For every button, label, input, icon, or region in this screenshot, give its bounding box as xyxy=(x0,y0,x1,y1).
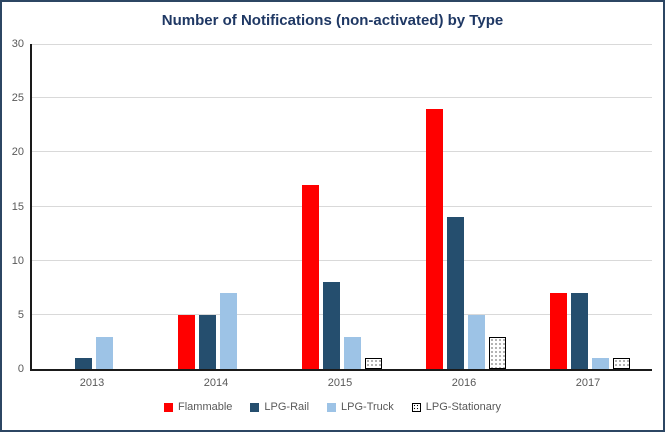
bar-lpg-rail-2013 xyxy=(75,358,92,369)
legend-label-lpg-rail: LPG-Rail xyxy=(264,401,310,413)
y-tick-label-5: 5 xyxy=(17,308,24,321)
bar-lpg-stationary-2015 xyxy=(365,358,382,369)
bar-group-2013 xyxy=(32,44,156,369)
legend-item-lpg-rail: LPG-Rail xyxy=(250,401,309,413)
gridline-25 xyxy=(32,97,652,99)
gridline-5 xyxy=(32,313,652,315)
bar-lpg-truck-2017 xyxy=(592,358,609,369)
legend-item-flammable: Flammable xyxy=(164,401,232,413)
bar-flammable-2017 xyxy=(550,293,567,369)
gridline-20 xyxy=(32,151,652,153)
gridline-15 xyxy=(32,205,652,207)
legend-marker-flammable xyxy=(164,402,173,412)
x-tick-label-2013: 2013 xyxy=(79,377,105,389)
y-tick-label-25: 25 xyxy=(11,92,24,105)
legend-label-lpg-stationary: LPG-Stationary xyxy=(425,401,501,413)
bar-lpg-truck-2013 xyxy=(96,336,113,369)
legend-item-lpg-truck: LPG-Truck xyxy=(327,401,394,413)
y-tick-label-0: 0 xyxy=(17,363,24,375)
bar-lpg-stationary-2017 xyxy=(613,358,630,369)
bar-group-2015 xyxy=(280,44,404,369)
gridline-30 xyxy=(32,44,652,45)
legend: Flammable LPG-Rail LPG-Truck LPG-Stationary xyxy=(2,401,663,413)
bar-lpg-rail-2014 xyxy=(199,314,216,369)
legend-marker-lpg-stationary xyxy=(411,402,421,412)
legend-label-flammable: Flammable xyxy=(178,401,233,413)
legend-item-lpg-stationary: LPG-Stationary xyxy=(411,401,501,413)
x-tick-label-2015: 2015 xyxy=(327,377,353,389)
x-tick-label-2017: 2017 xyxy=(575,377,601,389)
y-tick-label-10: 10 xyxy=(11,254,24,267)
gridline-10 xyxy=(32,259,652,261)
bar-lpg-truck-2014 xyxy=(220,293,237,369)
legend-marker-lpg-truck xyxy=(327,402,337,412)
plot-area xyxy=(30,44,652,371)
legend-label-lpg-truck: LPG-Truck xyxy=(341,401,394,413)
bar-group-2016 xyxy=(404,44,528,369)
bar-lpg-truck-2016 xyxy=(468,314,485,369)
bar-lpg-rail-2017 xyxy=(571,293,588,369)
legend-marker-lpg-rail xyxy=(250,402,260,412)
bar-lpg-stationary-2016 xyxy=(489,336,506,369)
chart-title: Number of Notifications (non-activated) … xyxy=(161,12,504,29)
x-tick-label-2016: 2016 xyxy=(451,377,477,389)
bar-lpg-rail-2015 xyxy=(323,282,340,369)
y-tick-label-20: 20 xyxy=(11,146,24,159)
bar-group-2017 xyxy=(528,44,652,369)
x-tick-label-2014: 2014 xyxy=(203,377,229,389)
bar-flammable-2014 xyxy=(178,314,195,369)
bar-lpg-truck-2015 xyxy=(344,336,361,369)
bar-lpg-rail-2016 xyxy=(447,217,464,369)
bar-group-2014 xyxy=(156,44,280,369)
y-tick-label-15: 15 xyxy=(11,200,24,213)
bar-flammable-2016 xyxy=(426,109,443,369)
bar-flammable-2015 xyxy=(302,184,319,369)
y-tick-label-30: 30 xyxy=(11,38,24,50)
